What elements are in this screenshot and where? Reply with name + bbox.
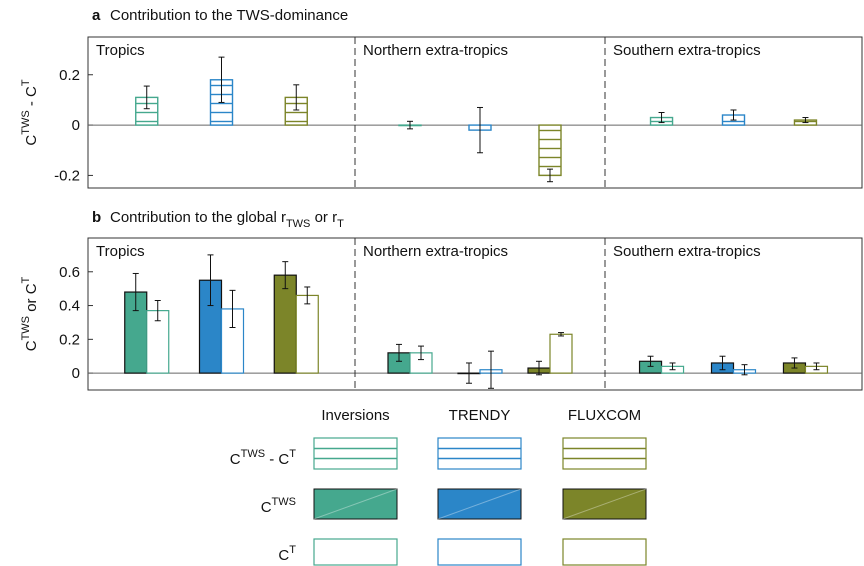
legend-diagonal <box>562 488 647 520</box>
y-tick-label: 0.2 <box>59 67 80 84</box>
panel-label: a <box>92 7 101 24</box>
legend-row-label: CTWS​ <box>261 496 296 516</box>
legend-swatch-filled <box>437 488 522 520</box>
region-label: Northern extra-tropics <box>363 243 508 260</box>
legend-row-label: CT​ <box>278 544 296 564</box>
legend-column-label: FLUXCOM <box>568 407 641 424</box>
axes-frame <box>87 36 863 189</box>
y-axis-label: CTWS​ - CT​ <box>20 79 40 145</box>
legend-swatch-filled <box>562 488 647 520</box>
legend-column-label: Inversions <box>321 407 389 424</box>
y-tick-label: 0.4 <box>59 298 80 315</box>
axes-frame <box>87 237 863 391</box>
y-tick-label: -0.2 <box>54 167 80 184</box>
legend-swatch-hatched <box>437 437 522 470</box>
legend-diagonal <box>437 488 522 520</box>
bar <box>295 294 319 374</box>
region-label: Northern extra-tropics <box>363 42 508 59</box>
legend-swatch-hollow <box>562 538 647 566</box>
panel-label: b <box>92 209 101 226</box>
region-label: Southern extra-tropics <box>613 42 761 59</box>
region-label: Tropics <box>96 42 145 59</box>
bar <box>273 274 297 374</box>
y-axis-label: CTWS​ or CT​ <box>20 276 40 351</box>
bar <box>538 124 562 177</box>
legend-column-label: TRENDY <box>449 407 511 424</box>
y-tick-label: 0 <box>72 365 80 382</box>
bar <box>549 333 573 374</box>
y-tick-label: 0.2 <box>59 331 80 348</box>
legend-swatch-hatched <box>313 437 398 470</box>
legend-swatch-hatched <box>562 437 647 470</box>
region-label: Tropics <box>96 243 145 260</box>
y-tick-label: 0 <box>72 117 80 134</box>
region-label: Southern extra-tropics <box>613 243 761 260</box>
panel-title: Contribution to the TWS-dominance <box>110 7 348 24</box>
legend-swatch-hollow <box>313 538 398 566</box>
legend-swatch-filled <box>313 488 398 520</box>
legend-swatch-hollow <box>437 538 522 566</box>
legend-diagonal <box>313 488 398 520</box>
legend-row-label: CTWS​ - CT​ <box>230 448 296 468</box>
panel-title: Contribution to the global rTWS​ or rT​ <box>110 209 344 230</box>
y-tick-label: 0.6 <box>59 264 80 281</box>
